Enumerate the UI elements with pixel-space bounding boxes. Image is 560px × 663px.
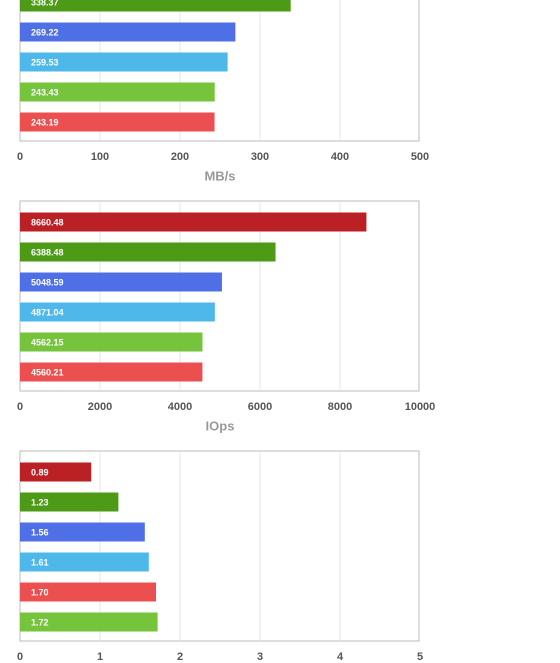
bar <box>20 112 215 132</box>
plot-frame <box>19 450 420 642</box>
bar <box>20 302 215 322</box>
bar <box>20 52 228 72</box>
value-label: 243.19 <box>31 117 59 127</box>
value-label: 5048.59 <box>31 277 64 287</box>
x-tick-label: 5 <box>417 651 423 663</box>
bar <box>20 582 156 602</box>
value-label: 1.72 <box>31 617 49 627</box>
x-tick-label: 1 <box>97 651 103 663</box>
bar <box>20 82 215 102</box>
x-tick-label: 500 <box>411 151 429 163</box>
bar <box>20 212 367 232</box>
x-tick-label: 100 <box>91 151 109 163</box>
value-label: 243.43 <box>31 87 59 97</box>
value-label: 6388.48 <box>31 247 64 257</box>
value-label: 259.53 <box>31 57 59 67</box>
bar <box>20 492 119 512</box>
bar <box>20 272 222 292</box>
x-tick-label: 400 <box>331 151 349 163</box>
value-label: 1.70 <box>31 587 49 597</box>
x-tick-label: 6000 <box>248 401 272 413</box>
x-tick-label: 0 <box>17 651 23 663</box>
x-tick-label: 8000 <box>328 401 352 413</box>
value-label: 338.37 <box>31 0 59 7</box>
x-tick-label: 0 <box>17 401 23 413</box>
bar <box>20 612 158 632</box>
x-tick-label: 10000 <box>405 401 436 413</box>
bar <box>20 332 203 352</box>
x-tick-label: 2000 <box>88 401 112 413</box>
value-label: 1.23 <box>31 497 49 507</box>
x-tick-label: 0 <box>17 151 23 163</box>
bar <box>20 242 276 262</box>
x-axis-label: MB/s <box>204 168 235 183</box>
x-tick-label: 2 <box>177 651 183 663</box>
bar <box>20 362 203 382</box>
value-label: 1.61 <box>31 557 49 567</box>
bar <box>20 522 145 542</box>
value-label: 269.22 <box>31 27 59 37</box>
x-tick-label: 3 <box>257 651 263 663</box>
x-tick-label: 4000 <box>168 401 192 413</box>
value-label: 4871.04 <box>31 307 64 317</box>
bar <box>20 462 92 482</box>
value-label: 0.89 <box>31 467 49 477</box>
bar <box>20 0 291 12</box>
x-axis-label: IOps <box>206 418 235 433</box>
x-tick-label: 4 <box>337 651 344 663</box>
plot-frame <box>19 200 420 392</box>
value-label: 1.56 <box>31 527 49 537</box>
bar <box>20 22 236 42</box>
value-label: 4560.21 <box>31 367 64 377</box>
x-tick-label: 300 <box>251 151 269 163</box>
bar <box>20 552 149 572</box>
value-label: 4562.15 <box>31 337 64 347</box>
value-label: 8660.48 <box>31 217 64 227</box>
x-tick-label: 200 <box>171 151 189 163</box>
